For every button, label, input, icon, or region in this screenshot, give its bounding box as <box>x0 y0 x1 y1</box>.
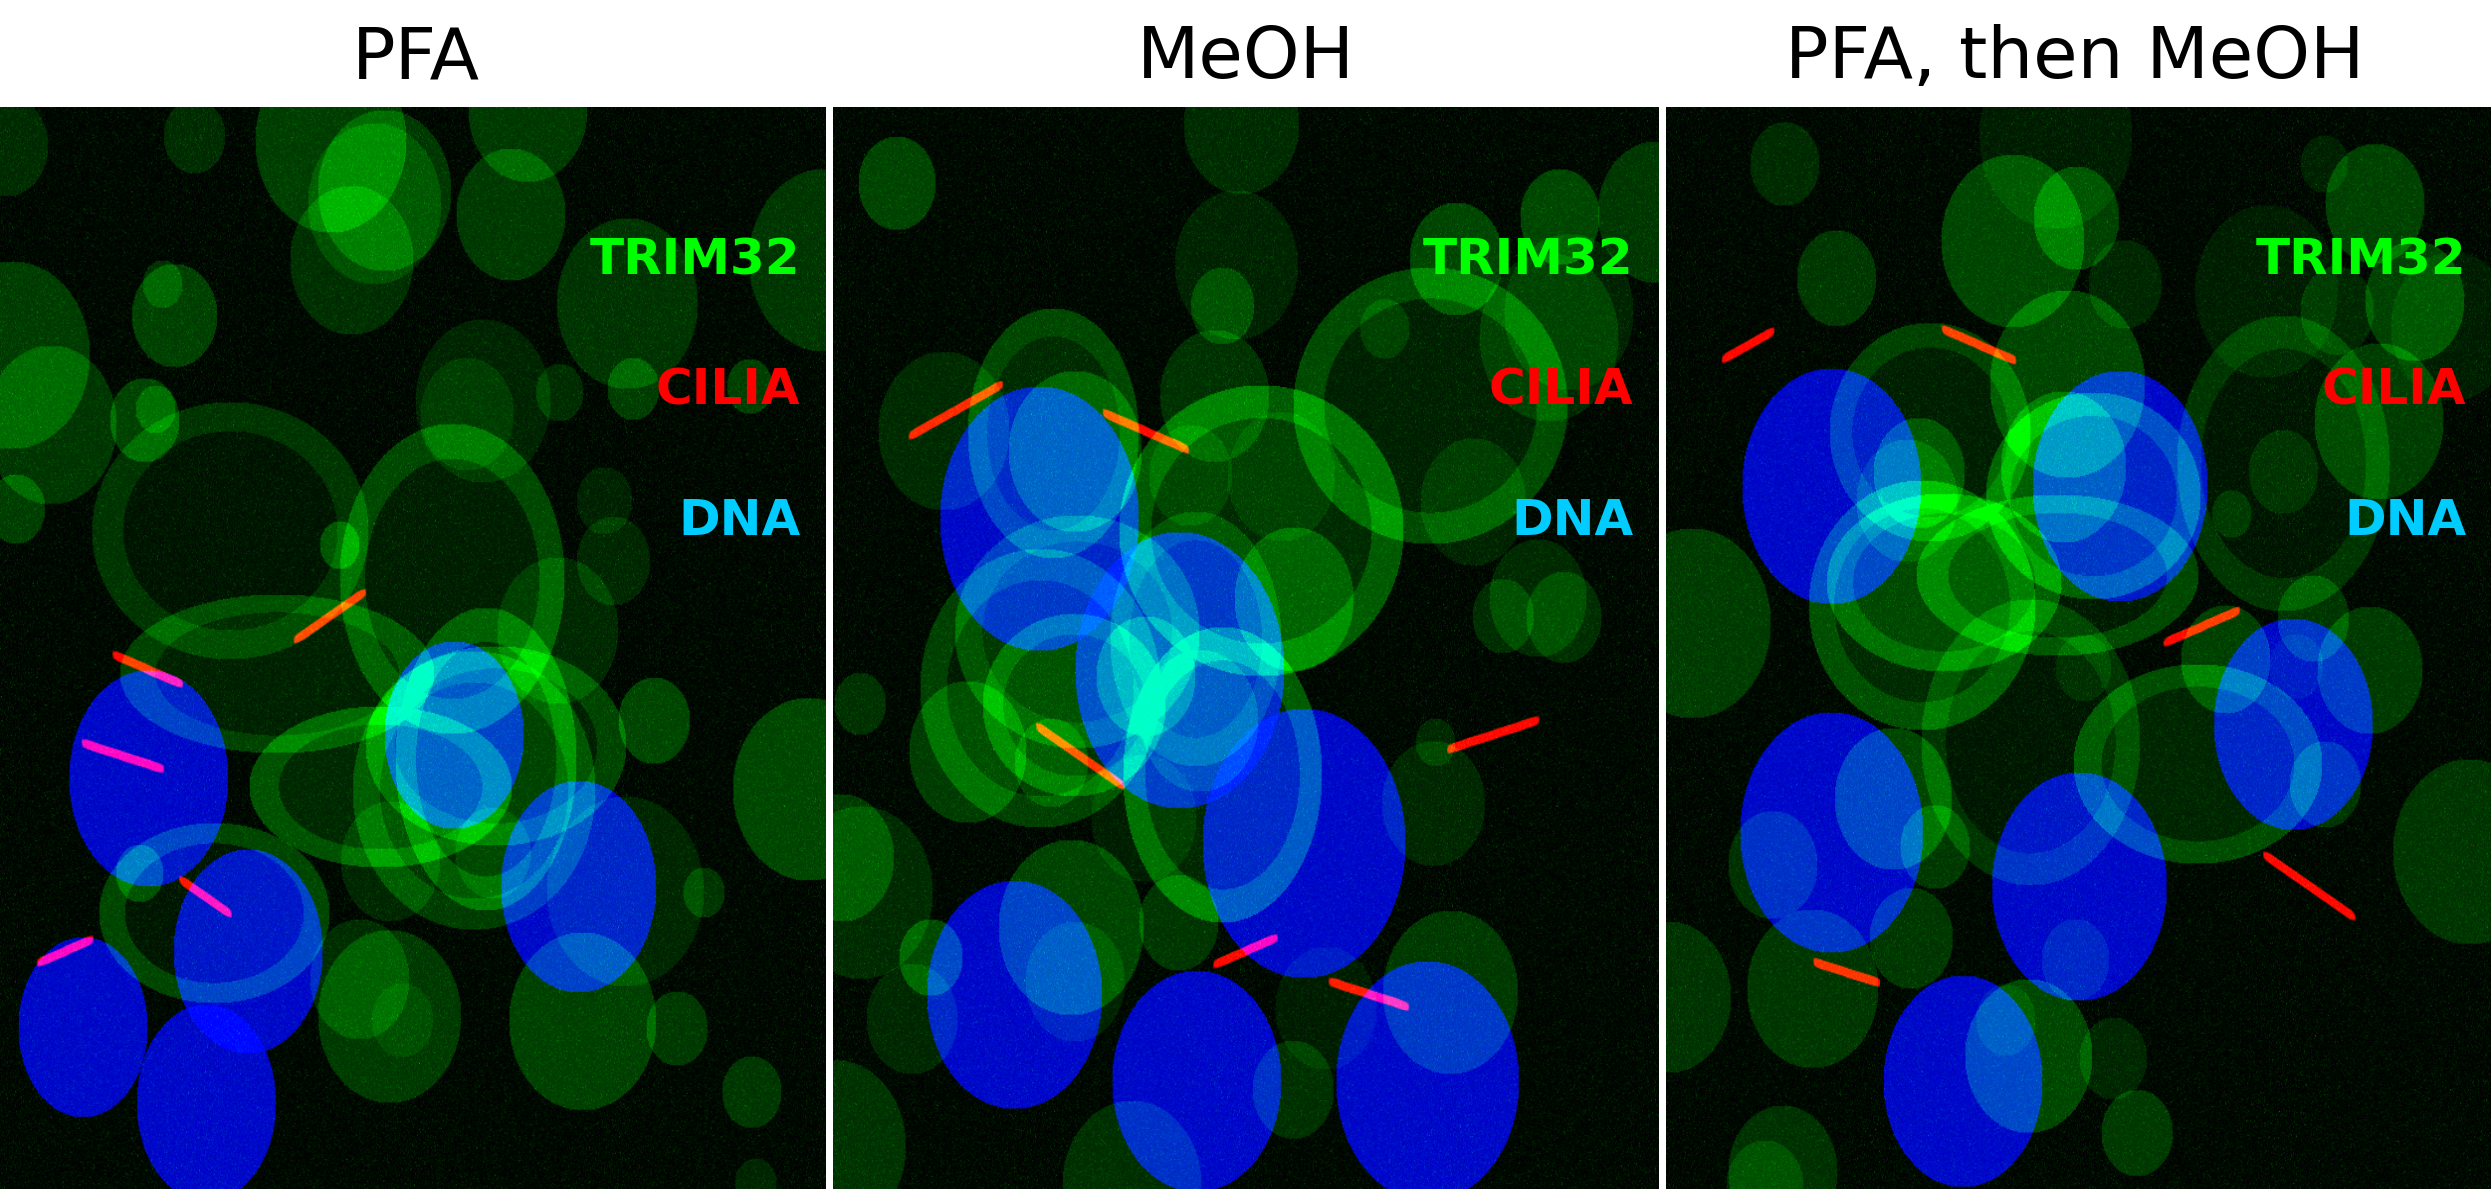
Text: PFA: PFA <box>351 24 481 94</box>
Text: TRIM32: TRIM32 <box>1422 237 1634 285</box>
Text: CILIA: CILIA <box>655 366 800 415</box>
Text: CILIA: CILIA <box>2322 366 2466 415</box>
Text: TRIM32: TRIM32 <box>590 237 800 285</box>
Text: MeOH: MeOH <box>1136 24 1355 94</box>
Text: DNA: DNA <box>2344 497 2466 545</box>
Text: TRIM32: TRIM32 <box>2257 237 2466 285</box>
Text: CILIA: CILIA <box>1490 366 1634 415</box>
Text: PFA, then MeOH: PFA, then MeOH <box>1786 24 2364 94</box>
Text: DNA: DNA <box>1512 497 1634 545</box>
Text: DNA: DNA <box>678 497 800 545</box>
